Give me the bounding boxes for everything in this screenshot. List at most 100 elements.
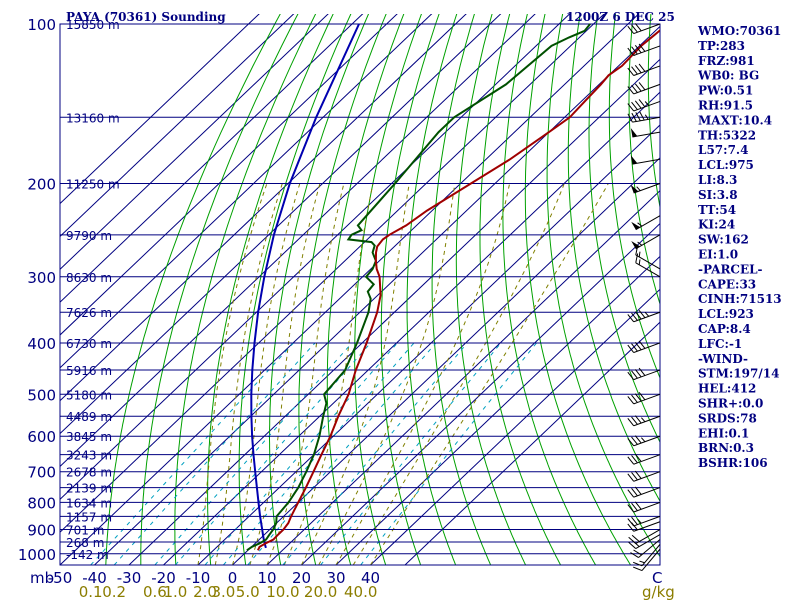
wind-barb-staff (635, 234, 661, 250)
index-value: RH:91.5 (698, 99, 753, 113)
mixing-ratio-lines (90, 342, 537, 565)
dry-adiabat-line (207, 14, 334, 565)
index-value: BSHR:106 (698, 456, 768, 470)
isobar-lines (59, 23, 661, 566)
dry-adiabat-line (502, 14, 597, 565)
dewpoint-trace (246, 23, 591, 552)
wind-barb-halfflag (644, 101, 650, 106)
wind-barb-flag (638, 43, 646, 52)
wind-barb-flag (632, 566, 643, 572)
dry-adiabat-line (326, 14, 405, 565)
wind-barb-flag (631, 502, 638, 511)
wind-barb-staff (635, 254, 661, 270)
mixing-ratio-tick-label: 3.0 (212, 583, 236, 600)
moist-adiabat-line (335, 183, 511, 565)
isotherm-line (60, 14, 640, 565)
wind-barb (631, 215, 661, 231)
isotherm-line (60, 14, 433, 369)
wind-barb-staff (633, 501, 661, 513)
dry-adiabat-line (455, 14, 527, 565)
wind-barb-flag (634, 45, 642, 54)
height-label: 5180 m (66, 388, 112, 402)
wind-barb-flag (631, 472, 638, 481)
wind-barb-flag (627, 86, 635, 95)
wind-barb-flag (627, 371, 635, 380)
wind-barb-staff (633, 342, 661, 354)
wind-barb-staff (638, 539, 661, 558)
isotherm-lines (60, 14, 660, 565)
wind-barb (627, 392, 661, 405)
temperature-tick-label: -50 (48, 569, 73, 587)
wind-barb-staff (633, 100, 661, 112)
wind-barb-pennant (631, 221, 641, 230)
mixing-ratio-tick-label: 20.0 (304, 583, 337, 600)
isotherm-line (94, 25, 660, 565)
dry-adiabat-line (608, 14, 660, 380)
wind-barb-flag (631, 46, 638, 55)
index-value: BRN:0.3 (698, 441, 754, 455)
mixing-ratio-line (320, 342, 502, 565)
isotherm-line (60, 14, 260, 205)
height-label: 5916 m (66, 364, 112, 378)
wind-barb-flag (631, 416, 638, 425)
pressure-tick-label: 300 (27, 269, 56, 287)
wind-barb-flag (631, 488, 638, 497)
dry-adiabat-line (140, 14, 299, 565)
wind-barb (635, 253, 661, 278)
wind-barb-pennant (631, 241, 641, 249)
temperature-tick-label: 40 (361, 569, 380, 587)
wind-barb-flag (638, 367, 646, 376)
wind-barb (627, 63, 661, 76)
temperature-tick-label: -20 (151, 569, 176, 587)
wind-barb-staff (635, 262, 661, 278)
temperature-unit-label: C (652, 569, 662, 587)
index-value: TP:283 (698, 39, 745, 53)
wind-barb-staff (633, 515, 661, 527)
index-value: MAXT:10.4 (698, 113, 772, 127)
height-label: 1157 m (66, 510, 112, 524)
moist-adiabat-line (214, 183, 283, 565)
dry-adiabat-line (105, 14, 281, 565)
index-value: TH:5322 (698, 128, 756, 142)
wind-barb-flag (627, 396, 635, 405)
height-label: 2678 m (66, 466, 112, 480)
dry-adiabat-line (380, 14, 440, 565)
wind-barb-flag (634, 23, 642, 32)
pressure-tick-label: 900 (27, 522, 56, 540)
index-value: LCL:975 (698, 158, 754, 172)
isotherm-line (60, 14, 364, 303)
index-value: STM:197/14 (698, 367, 779, 381)
wind-barb-flag (627, 25, 635, 34)
index-value: EI:1.0 (698, 248, 738, 262)
wind-barb-flag (627, 438, 635, 447)
wind-barb-flag (638, 392, 646, 401)
height-label: 8630 m (66, 271, 112, 285)
height-label: 1634 m (66, 496, 112, 510)
isotherm-line (60, 14, 502, 435)
index-value: CINH:71513 (698, 292, 782, 306)
isotherm-line (60, 14, 467, 402)
wind-barb-flag (627, 344, 635, 353)
wind-barb-flag (634, 415, 642, 424)
wind-barb (627, 515, 661, 527)
wind-barb-halfflag (638, 259, 641, 265)
wind-barb-flag (631, 66, 638, 75)
wind-barbs (627, 23, 661, 572)
mixing-ratio-tick-label: 5.0 (236, 583, 260, 600)
pressure-unit-label: mb (30, 569, 54, 587)
wind-barb-flag (631, 112, 637, 122)
wind-barb-staff (633, 454, 661, 465)
wind-barb (631, 234, 661, 250)
wind-barb (627, 501, 661, 513)
wind-barb-flag (631, 455, 638, 464)
wind-barb-flag (627, 67, 635, 76)
wind-barb-flag (631, 516, 638, 525)
isotherm-line (60, 14, 398, 336)
mixing-ratio-line (223, 342, 415, 565)
pressure-tick-label: 800 (27, 494, 56, 512)
wind-barb-staff (632, 116, 661, 123)
isotherm-line (60, 14, 536, 468)
height-label: 3243 m (66, 449, 112, 463)
chart-time-label: 1200Z 6 DEC 25 (566, 10, 675, 24)
pressure-tick-label: 1000 (18, 546, 56, 564)
